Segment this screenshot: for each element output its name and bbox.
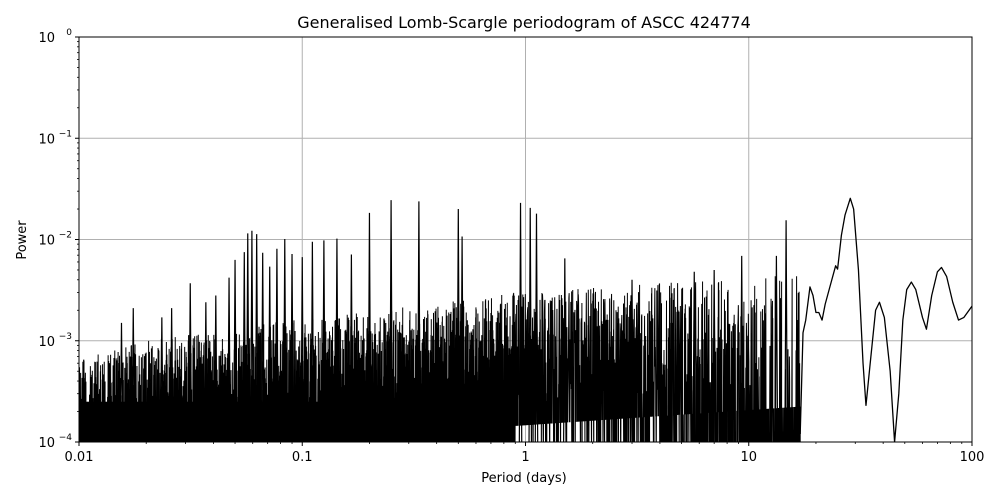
y-tick-label: 10 xyxy=(38,436,55,451)
y-tick-exponent: −4 xyxy=(59,433,73,443)
x-tick-label: 10 xyxy=(740,450,757,465)
periodogram-peak xyxy=(712,269,716,442)
y-tick-exponent: −1 xyxy=(59,129,72,139)
y-tick-label: 10 xyxy=(38,132,55,147)
periodogram-peak xyxy=(417,201,421,442)
periodogram-peak xyxy=(131,308,136,442)
periodogram-smooth-curve xyxy=(799,197,972,442)
y-tick-label: 10 xyxy=(38,335,55,350)
periodogram-peak xyxy=(518,202,523,442)
x-tick-label: 100 xyxy=(960,450,985,465)
periodogram-peak xyxy=(290,253,294,442)
x-axis-label: Period (days) xyxy=(481,471,567,486)
chart-title: Generalised Lomb-Scargle periodogram of … xyxy=(297,13,751,32)
y-tick-exponent: −2 xyxy=(59,231,72,241)
periodogram-peak xyxy=(188,283,193,442)
periodogram-peak xyxy=(389,200,393,442)
periodogram-peak xyxy=(322,240,326,442)
x-axis-ticks: 0.01 0.1 1 10 100 xyxy=(65,442,985,465)
y-tick-label: 10 xyxy=(38,31,55,46)
y-axis-ticks: 10 0 10 −1 10 −2 10 −3 10 −4 xyxy=(38,28,79,451)
periodogram-peak xyxy=(282,239,287,442)
periodogram-peak xyxy=(784,220,788,442)
periodogram-peak xyxy=(260,252,265,442)
periodogram-peak xyxy=(275,248,279,442)
periodogram-peak xyxy=(367,212,372,442)
periodogram-peak xyxy=(254,234,259,442)
periodogram-peak xyxy=(739,255,744,442)
x-tick-label: 1 xyxy=(521,450,529,465)
periodogram-peak xyxy=(774,255,779,442)
x-tick-label: 0.01 xyxy=(65,450,94,465)
periodogram-peak xyxy=(300,257,305,442)
periodogram-peak xyxy=(534,213,539,442)
periodogram-peak xyxy=(692,271,697,442)
periodogram-peak xyxy=(630,279,634,442)
periodogram-peak xyxy=(563,258,567,442)
periodogram-peak xyxy=(227,277,231,442)
periodogram-peak xyxy=(245,233,250,442)
periodogram-noise xyxy=(79,276,801,442)
y-tick-exponent: −3 xyxy=(59,332,72,342)
periodogram-peak xyxy=(456,209,461,442)
periodogram-peak xyxy=(169,308,174,442)
periodogram-peak xyxy=(460,236,464,442)
periodogram-peak xyxy=(335,238,339,442)
periodogram-peak xyxy=(250,230,254,442)
periodogram-peak xyxy=(119,322,124,442)
y-axis-label: Power xyxy=(15,220,30,260)
periodogram-peak xyxy=(349,254,354,442)
periodogram-peak xyxy=(528,207,533,442)
periodogram-peak xyxy=(267,266,272,442)
y-tick-exponent: 0 xyxy=(66,28,72,38)
y-tick-label: 10 xyxy=(38,234,55,249)
noise-floor xyxy=(79,401,516,442)
periodogram-peak xyxy=(242,252,247,442)
x-tick-label: 0.1 xyxy=(292,450,313,465)
periodogram-peak xyxy=(310,241,315,442)
periodogram-peak xyxy=(81,359,86,442)
periodogram-peak xyxy=(204,302,208,442)
periodogram-peak xyxy=(214,295,218,442)
periodogram-peak xyxy=(160,317,164,442)
periodogram-peak xyxy=(233,259,237,442)
plot-area xyxy=(79,197,972,442)
